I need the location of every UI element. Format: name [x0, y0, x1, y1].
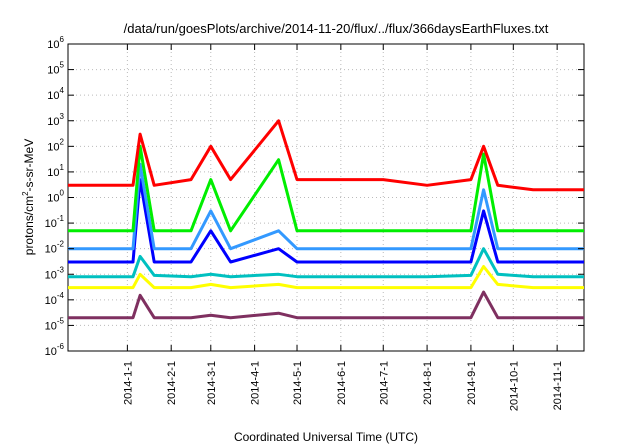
series-line-4 [68, 178, 584, 264]
y-tick-exponent: 1 [60, 163, 65, 172]
y-axis-label-suffix: -s-sr-MeV [22, 139, 36, 192]
y-tick-exponent: -3 [57, 265, 65, 274]
plot-area [67, 43, 585, 352]
y-axis-label-sup: 2 [21, 191, 30, 196]
y-tick-label: 10-5 [45, 316, 65, 332]
y-tick-base: 10 [47, 141, 59, 153]
x-tick-label: 2014-2-1 [166, 361, 178, 405]
y-tick-base: 10 [45, 295, 57, 307]
y-tick-exponent: 0 [60, 189, 65, 198]
x-tick-label: 2014-7-1 [378, 361, 390, 405]
x-tick-label: 2014-10-1 [508, 361, 520, 411]
y-tick-label: 104 [47, 86, 64, 102]
y-tick-base: 10 [47, 90, 59, 102]
y-tick-exponent: -6 [57, 342, 65, 351]
y-tick-label: 103 [47, 112, 64, 128]
plot-frame [67, 43, 585, 352]
x-tick-label: 2014-9-1 [466, 361, 478, 405]
y-tick-exponent: -5 [57, 316, 65, 325]
x-tick-label: 2014-6-1 [336, 361, 348, 405]
y-tick-base: 10 [45, 218, 57, 230]
series-line-5 [68, 162, 584, 251]
y-tick-label: 105 [47, 61, 64, 77]
y-tick-exponent: 5 [60, 61, 65, 70]
y-tick-exponent: 6 [60, 35, 65, 44]
y-tick-base: 10 [45, 244, 57, 256]
x-axis-label: Coordinated Universal Time (UTC) [234, 430, 418, 444]
y-axis-ticks: 10-610-510-410-310-210-11001011021031041… [45, 35, 584, 358]
y-tick-exponent: -1 [57, 214, 65, 223]
y-tick-exponent: -4 [57, 291, 65, 300]
y-tick-base: 10 [47, 116, 59, 128]
y-tick-label: 101 [47, 163, 64, 179]
y-tick-base: 10 [47, 167, 59, 179]
y-tick-label: 100 [47, 189, 64, 205]
y-tick-base: 10 [45, 346, 57, 358]
y-tick-label: 10-4 [45, 291, 65, 307]
series-line-6 [68, 144, 584, 233]
y-tick-label: 10-2 [45, 240, 65, 256]
y-tick-label: 10-3 [45, 265, 65, 281]
x-tick-label: 2014-4-1 [250, 361, 262, 405]
y-tick-label: 102 [47, 137, 64, 153]
x-tick-label: 2014-11-1 [552, 361, 564, 410]
x-tick-label: 2014-8-1 [422, 361, 434, 405]
series-line-7 [68, 119, 584, 192]
series-layer [68, 119, 584, 320]
y-tick-base: 10 [45, 320, 57, 332]
y-tick-exponent: 2 [60, 137, 65, 146]
y-tick-exponent: -2 [57, 240, 65, 249]
y-tick-base: 10 [47, 193, 59, 205]
y-tick-label: 106 [47, 35, 64, 51]
chart-title: /data/run/goesPlots/archive/2014-11-20/f… [124, 21, 549, 36]
y-axis-label: protons/cm2-s-sr-MeV [21, 139, 36, 255]
x-axis-ticks: 2014-1-1 2014-2-1 2014-3-1 2014-4-1 2014-5-1… [122, 44, 564, 411]
y-tick-base: 10 [45, 269, 57, 281]
y-tick-base: 10 [47, 65, 59, 77]
series-line-1 [68, 290, 584, 320]
x-tick-label: 2014-3-1 [206, 361, 218, 405]
y-tick-base: 10 [47, 39, 59, 51]
x-tick-label: 2014-1-1 [122, 361, 134, 405]
y-tick-exponent: 4 [60, 86, 65, 95]
series-line-2 [68, 265, 584, 290]
y-tick-label: 10-6 [45, 342, 65, 358]
y-tick-label: 10-1 [45, 214, 65, 230]
y-axis-label-prefix: protons/cm [22, 196, 36, 255]
x-tick-label: 2014-5-1 [292, 361, 304, 405]
series-line-3 [68, 247, 584, 279]
y-tick-exponent: 3 [60, 112, 65, 121]
